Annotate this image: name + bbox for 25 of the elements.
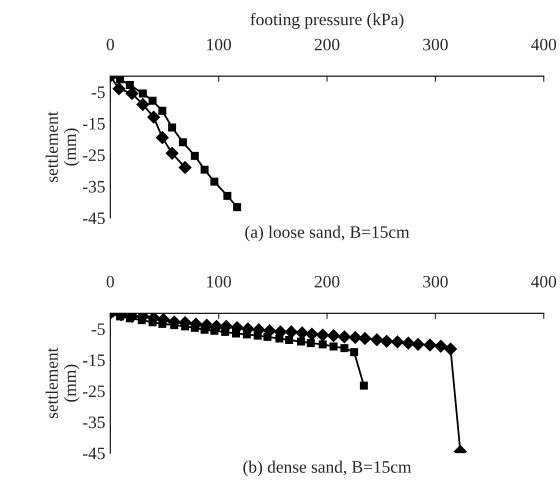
y-tick-label: -5 <box>92 86 105 98</box>
y-tick-label: -5 <box>92 323 105 336</box>
y-tick-label: -15 <box>82 354 105 366</box>
x-tick-label: 300 <box>423 276 448 288</box>
text: (a) loose sand, B=15cm <box>245 226 410 242</box>
x-tick-label: 0 <box>106 38 114 50</box>
x-tick-label: 400 <box>531 38 556 50</box>
x-tick-label: 200 <box>314 276 340 288</box>
y-axis-title: settlement (mm) <box>46 348 80 418</box>
y-tick-label: -25 <box>82 385 105 398</box>
y-tick-label: -35 <box>82 180 105 193</box>
y-axis-title: settlement (mm) <box>46 111 80 182</box>
x-tick-label: 0 <box>106 276 114 288</box>
x-axis-title: footing pressure (kPa) <box>250 12 404 29</box>
x-tick-label: 100 <box>207 276 232 288</box>
x-tick-label: 200 <box>314 38 340 50</box>
y-tick-label: -45 <box>82 448 105 460</box>
y-tick-label: -35 <box>82 416 105 428</box>
y-tick-label: -15 <box>82 118 105 130</box>
x-tick-label: 400 <box>531 276 556 288</box>
y-tick-label: -45 <box>82 212 105 224</box>
x-tick-label: 100 <box>207 38 232 50</box>
y-tick-label: -25 <box>82 149 105 162</box>
x-tick-label: 300 <box>423 38 448 50</box>
text: (b) dense sand, B=15cm <box>243 460 412 476</box>
